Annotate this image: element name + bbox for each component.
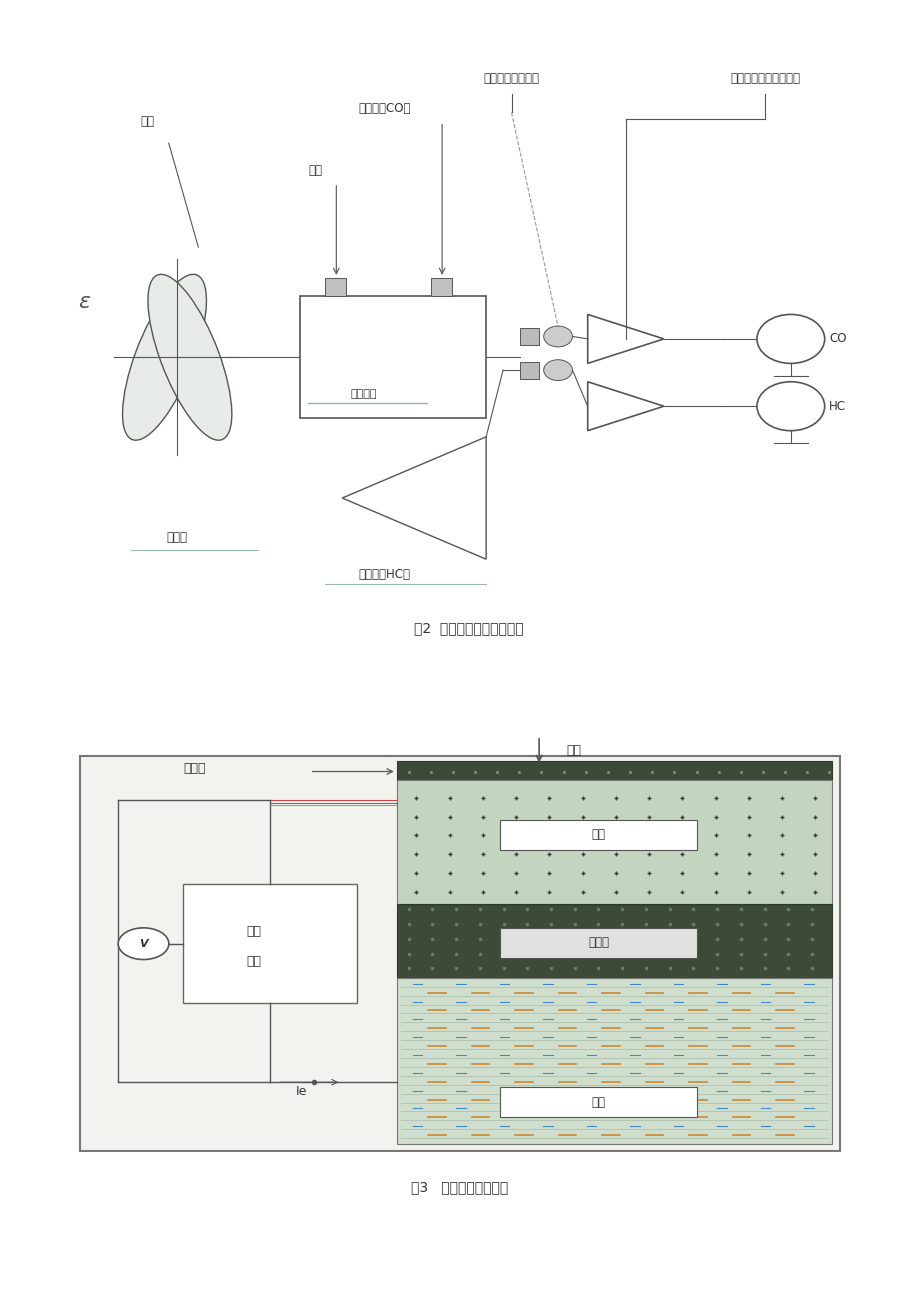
Bar: [431, 277, 452, 296]
Bar: [519, 362, 538, 379]
Circle shape: [543, 326, 572, 346]
Bar: [519, 328, 538, 345]
Text: CO: CO: [828, 332, 845, 345]
Bar: [325, 277, 346, 296]
Bar: [396, 978, 831, 1144]
Text: 光源: 光源: [141, 115, 154, 128]
Text: 滤光片（CO）: 滤光片（CO）: [357, 103, 411, 116]
Text: 样品气室: 样品气室: [350, 389, 377, 398]
Text: 半导体红外检测器: 半导体红外检测器: [483, 72, 539, 85]
Text: 空气: 空气: [566, 745, 581, 758]
Text: 切光片: 切光片: [166, 531, 187, 544]
Text: 电阻: 电阻: [246, 954, 262, 967]
Bar: [300, 296, 485, 418]
Circle shape: [756, 314, 823, 363]
Text: 阳极: 阳极: [591, 828, 605, 841]
Bar: [80, 755, 839, 1151]
Text: HC: HC: [828, 400, 845, 413]
Ellipse shape: [148, 275, 232, 440]
Text: ε: ε: [78, 293, 90, 312]
Bar: [396, 780, 831, 904]
Circle shape: [756, 381, 823, 431]
Text: 电解液: 电解液: [587, 936, 608, 949]
Text: 图2  气体分析光学系统构造: 图2 气体分析光学系统构造: [414, 621, 524, 635]
Bar: [396, 904, 831, 978]
Text: Ie: Ie: [296, 1085, 307, 1098]
Text: 负载: 负载: [246, 924, 262, 937]
Text: 滤光片（HC）: 滤光片（HC）: [358, 568, 410, 581]
Bar: [396, 760, 831, 780]
Bar: [499, 1087, 697, 1117]
Text: V: V: [139, 939, 148, 949]
Bar: [499, 928, 697, 957]
Bar: [183, 884, 357, 1003]
Ellipse shape: [122, 275, 206, 440]
Circle shape: [118, 928, 169, 960]
Bar: [499, 820, 697, 850]
Text: 渗透膜: 渗透膜: [183, 762, 205, 775]
Text: 放大器及信号处理模块: 放大器及信号处理模块: [730, 72, 800, 85]
Text: 样气: 样气: [308, 164, 322, 177]
Circle shape: [543, 359, 572, 380]
Text: 图3   氧传感器构造简图: 图3 氧传感器构造简图: [411, 1180, 508, 1194]
Text: 阴极: 阴极: [591, 1095, 605, 1108]
